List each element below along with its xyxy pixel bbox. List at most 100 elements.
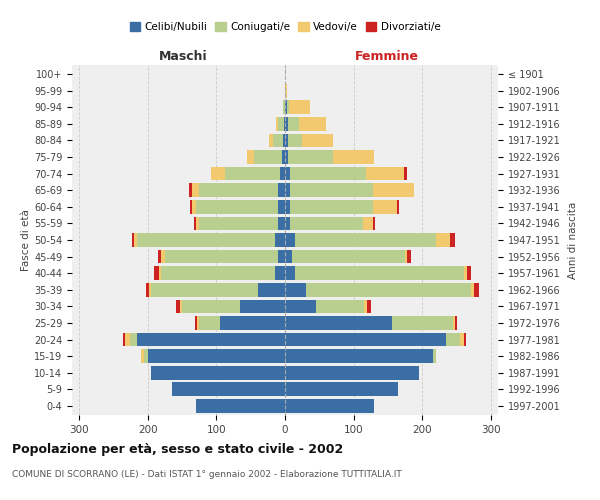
Bar <box>189 184 192 197</box>
Bar <box>180 300 182 313</box>
Bar <box>281 150 285 164</box>
Bar <box>470 283 474 296</box>
Bar <box>247 150 254 164</box>
Bar <box>289 150 333 164</box>
Bar <box>269 134 272 147</box>
Bar <box>280 167 285 180</box>
Bar <box>154 266 159 280</box>
Bar <box>474 283 479 296</box>
Bar <box>407 250 411 264</box>
Bar <box>220 316 285 330</box>
Bar <box>373 216 375 230</box>
Bar <box>285 117 289 130</box>
Bar <box>278 216 285 230</box>
Bar <box>405 250 407 264</box>
Text: Popolazione per età, sesso e stato civile - 2002: Popolazione per età, sesso e stato civil… <box>12 442 343 456</box>
Bar <box>285 150 289 164</box>
Bar <box>146 283 149 296</box>
Bar <box>290 216 362 230</box>
Bar <box>241 300 285 313</box>
Bar <box>392 316 454 330</box>
Bar <box>436 233 450 247</box>
Bar <box>144 350 148 363</box>
Bar <box>132 233 134 247</box>
Bar <box>289 100 310 114</box>
Bar <box>285 316 392 330</box>
Bar <box>134 233 137 247</box>
Bar <box>161 266 275 280</box>
Bar <box>285 300 316 313</box>
Bar <box>467 266 470 280</box>
Bar <box>455 316 457 330</box>
Bar <box>285 382 398 396</box>
Bar <box>285 200 290 213</box>
Bar <box>290 167 366 180</box>
Bar <box>278 200 285 213</box>
Bar <box>305 283 470 296</box>
Bar <box>285 332 446 346</box>
Legend: Celibi/Nubili, Coniugati/e, Vedovi/e, Divorziati/e: Celibi/Nubili, Coniugati/e, Vedovi/e, Di… <box>125 18 445 36</box>
Bar <box>272 134 283 147</box>
Bar <box>373 184 414 197</box>
Text: Maschi: Maschi <box>158 50 207 62</box>
Bar <box>285 350 433 363</box>
Bar <box>295 266 464 280</box>
Bar <box>130 332 137 346</box>
Bar <box>257 283 285 296</box>
Bar <box>199 216 278 230</box>
Bar <box>464 332 466 346</box>
Bar <box>123 332 125 346</box>
Bar <box>299 117 326 130</box>
Bar <box>278 117 284 130</box>
Bar <box>196 399 285 412</box>
Bar <box>195 316 197 330</box>
Bar <box>367 300 371 313</box>
Bar <box>159 266 161 280</box>
Bar <box>285 100 287 114</box>
Bar <box>199 184 278 197</box>
Bar <box>373 200 397 213</box>
Bar <box>283 100 285 114</box>
Text: COMUNE DI SCORRANO (LE) - Dati ISTAT 1° gennaio 2002 - Elaborazione TUTTITALIA.I: COMUNE DI SCORRANO (LE) - Dati ISTAT 1° … <box>12 470 402 479</box>
Bar <box>276 117 278 130</box>
Bar <box>295 233 436 247</box>
Bar <box>224 167 280 180</box>
Bar <box>285 134 289 147</box>
Bar <box>161 250 165 264</box>
Bar <box>362 216 373 230</box>
Bar <box>192 200 196 213</box>
Bar <box>289 134 302 147</box>
Bar <box>283 134 285 147</box>
Bar <box>197 316 199 330</box>
Bar <box>397 200 399 213</box>
Bar <box>366 167 404 180</box>
Bar <box>151 366 285 380</box>
Bar <box>285 184 290 197</box>
Bar <box>192 184 199 197</box>
Bar <box>289 117 299 130</box>
Bar <box>285 366 419 380</box>
Bar <box>165 250 278 264</box>
Bar <box>158 250 161 264</box>
Bar <box>125 332 130 346</box>
Bar <box>285 233 295 247</box>
Bar <box>149 283 151 296</box>
Bar <box>285 167 290 180</box>
Bar <box>333 150 374 164</box>
Y-axis label: Fasce di età: Fasce di età <box>21 209 31 271</box>
Bar <box>292 250 405 264</box>
Bar <box>196 216 199 230</box>
Bar <box>285 250 292 264</box>
Bar <box>196 200 278 213</box>
Bar <box>190 200 192 213</box>
Bar <box>290 200 373 213</box>
Bar <box>275 233 285 247</box>
Bar <box>446 332 460 346</box>
Bar <box>454 316 455 330</box>
Bar <box>404 167 407 180</box>
Bar <box>176 300 180 313</box>
Bar <box>278 250 285 264</box>
Text: Femmine: Femmine <box>355 50 419 62</box>
Bar <box>290 184 373 197</box>
Bar <box>285 266 295 280</box>
